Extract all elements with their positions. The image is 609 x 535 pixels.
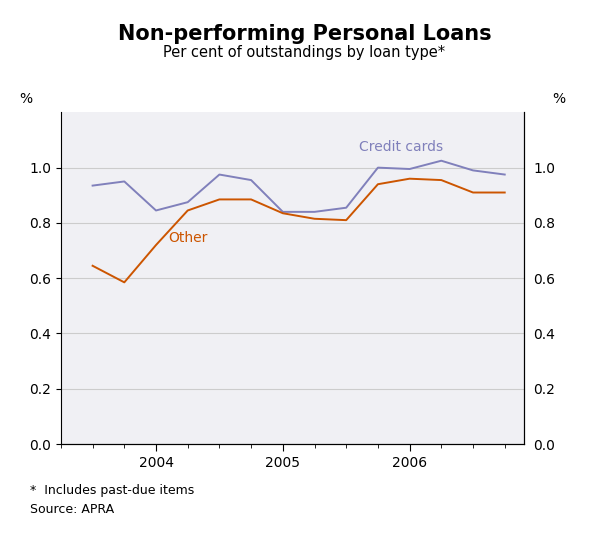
Text: %: % (19, 91, 32, 106)
Text: *  Includes past-due items: * Includes past-due items (30, 484, 195, 497)
Text: Credit cards: Credit cards (359, 140, 443, 154)
Text: Other: Other (169, 231, 208, 245)
Text: Non-performing Personal Loans: Non-performing Personal Loans (118, 24, 491, 44)
Text: Per cent of outstandings by loan type*: Per cent of outstandings by loan type* (163, 45, 446, 60)
Text: %: % (552, 91, 565, 106)
Text: Source: APRA: Source: APRA (30, 503, 114, 516)
